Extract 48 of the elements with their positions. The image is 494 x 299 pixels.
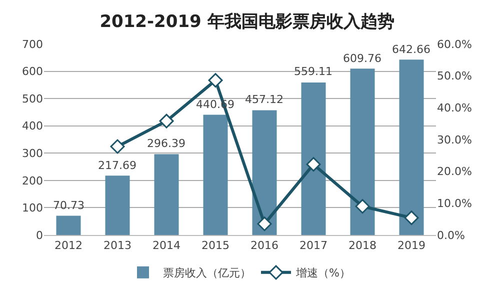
bar: [203, 114, 228, 235]
point: [257, 216, 272, 232]
y-tick-label: 200: [22, 174, 43, 188]
y-tick-label: 600: [22, 65, 43, 78]
y-tick-label: 400: [22, 120, 43, 133]
x-tick-label: 2013: [104, 239, 132, 252]
point: [404, 210, 419, 226]
point: [208, 73, 223, 88]
y2-tick-label: 30.0%: [437, 133, 472, 146]
bar: [301, 82, 326, 235]
y2-tick-label: 20.0%: [437, 165, 472, 178]
point: [355, 199, 370, 214]
data-label: 70.73: [53, 199, 84, 212]
x-tick-label: 2014: [152, 239, 180, 252]
x-tick-label: 2017: [300, 239, 328, 252]
bar: [252, 110, 277, 235]
legend-label: 票房收入（亿元）: [163, 266, 251, 280]
y2-tick-label: 50.0%: [437, 70, 472, 83]
y2-tick-label: 10.0%: [437, 197, 472, 210]
point: [306, 157, 321, 172]
data-label: 642.66: [392, 43, 430, 56]
y-tick-label: 300: [22, 146, 43, 160]
y-tick-label: 100: [22, 202, 43, 215]
y2-tick-label: 40.0%: [437, 102, 472, 115]
chart-title: 2012-2019 年我国电影票房收入趋势: [100, 12, 394, 32]
y-tick-label: 0: [36, 228, 43, 242]
data-label: 457.12: [245, 93, 284, 106]
y-tick-label: 500: [22, 92, 43, 106]
legend-label: 增速（%）: [295, 266, 350, 280]
x-tick-label: 2016: [250, 239, 278, 252]
point: [110, 139, 125, 154]
x-tick-label: 2015: [202, 239, 230, 252]
point: [159, 114, 174, 128]
bar: [56, 216, 81, 235]
y-tick-label: 700: [22, 38, 43, 51]
bar: [399, 60, 424, 235]
bar: [350, 68, 375, 235]
bar: [105, 176, 130, 235]
x-tick-label: 2018: [348, 239, 376, 252]
y2-tick-label: 60.0%: [437, 38, 472, 51]
x-tick-label: 2012: [54, 239, 82, 252]
data-label: 559.11: [294, 65, 332, 78]
y2-tick-label: 0.0%: [437, 228, 465, 242]
bar: [154, 154, 179, 235]
data-label: 609.76: [343, 52, 382, 65]
data-label: 217.69: [98, 159, 136, 172]
data-label: 296.39: [147, 137, 186, 150]
x-tick-label: 2019: [398, 239, 426, 252]
